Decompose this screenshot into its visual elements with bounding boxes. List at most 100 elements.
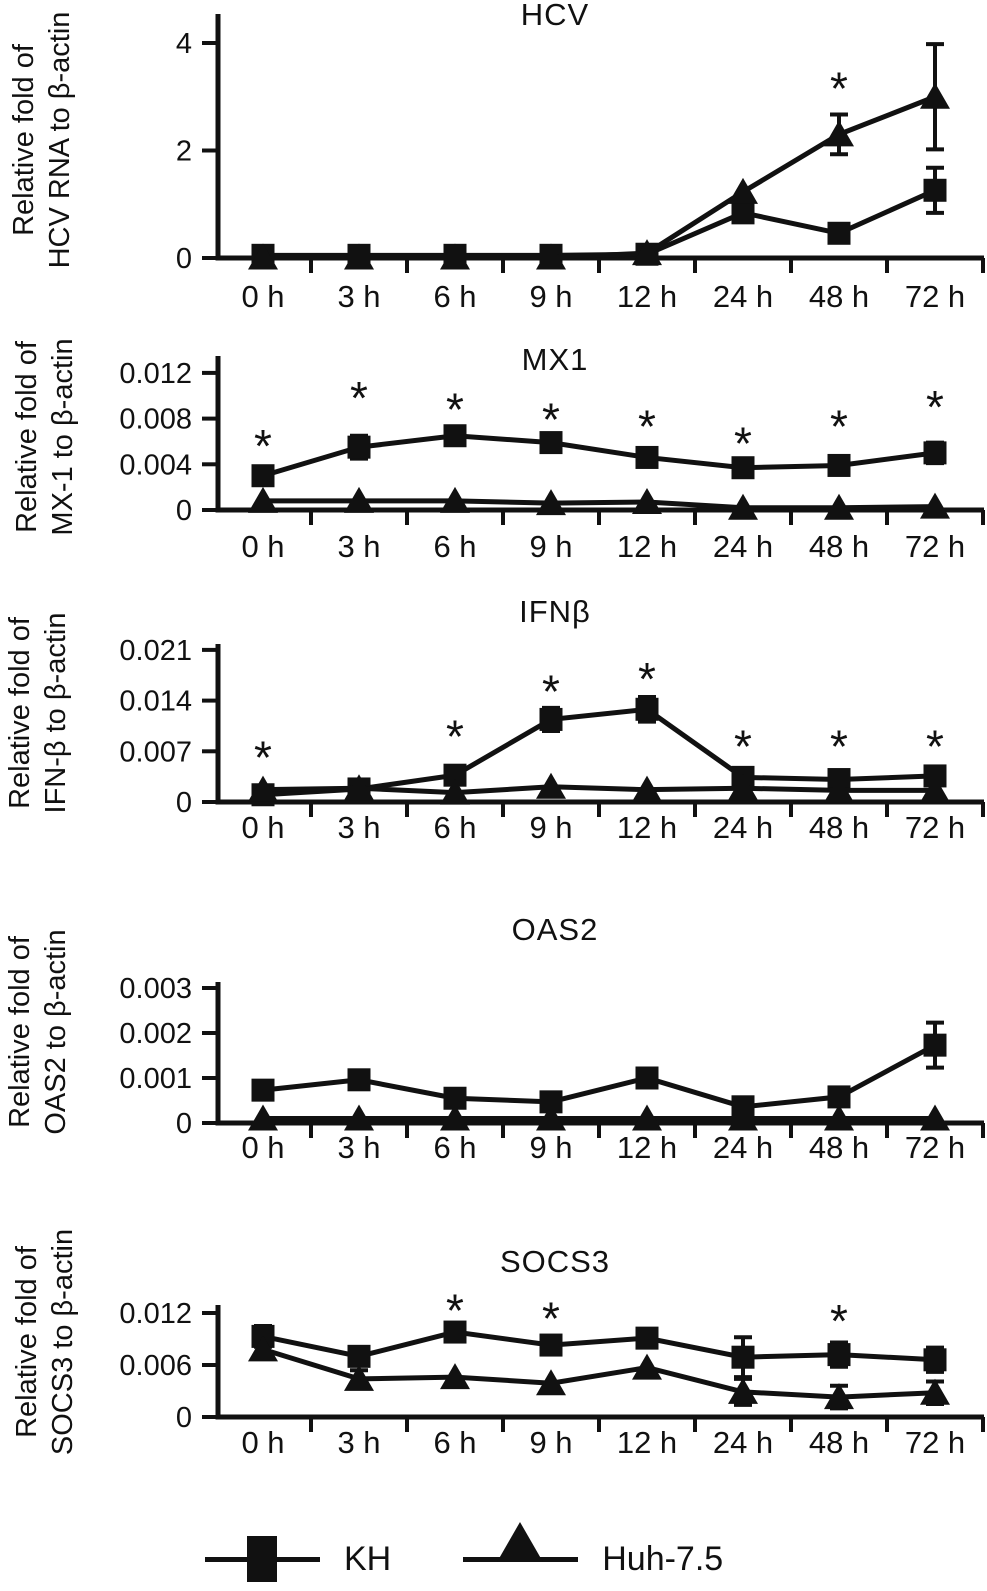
significance-asterisk: * (446, 383, 464, 435)
x-tick-label: 72 h (905, 1130, 965, 1165)
axis-lines (215, 982, 984, 1126)
axis-lines (215, 356, 984, 513)
square-marker (923, 1033, 947, 1057)
y-tick-label: 0.006 (119, 1350, 192, 1382)
chart-oas2: 0 0.001 0.002 0.003 0 h 3 h 6 h 9 h 12 h 24 h 48 h… (119, 973, 985, 1165)
triangle-marker (632, 1104, 662, 1131)
x-tick-label: 9 h (529, 1425, 572, 1460)
y-axis-label-line2: OAS2 to β-actin (40, 929, 72, 1135)
triangle-marker (248, 1104, 278, 1131)
x-tick-label: 6 h (433, 810, 476, 845)
significance-asterisk: * (638, 400, 656, 452)
triangle-marker (920, 492, 950, 519)
y-axis-label-line1: Relative fold of (11, 1246, 43, 1438)
chart-title-hcv: HCV (520, 0, 590, 32)
square-marker (443, 1320, 467, 1344)
y-tick-label: 0 (176, 787, 192, 819)
triangle-marker (728, 493, 758, 520)
triangle-marker (536, 1369, 566, 1396)
triangle-marker (440, 486, 470, 513)
square-marker (443, 1086, 467, 1110)
triangle-marker (344, 774, 374, 801)
legend-label-kh: KH (344, 1540, 392, 1578)
y-tick-label: 0.007 (119, 736, 192, 768)
x-tick-label: 9 h (529, 1130, 572, 1165)
x-tick-label: 48 h (809, 529, 869, 564)
y-axis-label-oas2: Relative fold of OAS2 to β-actin (2, 862, 74, 1202)
y-axis-label-ifnb: Relative fold of IFN-β to β-actin (2, 543, 74, 883)
square-marker (347, 1344, 371, 1368)
chart-title-mx1: MX1 (521, 342, 589, 377)
x-tick-label: 0 h (241, 279, 284, 314)
square-marker (635, 1066, 659, 1090)
significance-asterisk: * (734, 418, 752, 470)
y-tick-label: 0.012 (119, 358, 192, 390)
y-axis-label-line2: IFN-β to β-actin (40, 612, 72, 814)
chart-title-oas2: OAS2 (511, 912, 599, 947)
x-tick-label: 6 h (433, 1425, 476, 1460)
significance-asterisk: * (830, 1295, 848, 1347)
legend: KH Huh-7.5 (205, 1522, 723, 1582)
triangle-marker (536, 489, 566, 516)
legend-item-kh: KH (205, 1536, 392, 1582)
triangle-marker (248, 486, 278, 513)
x-tick-label: 48 h (809, 1425, 869, 1460)
triangle-marker (632, 775, 662, 802)
y-tick-label: 0 (176, 1108, 192, 1140)
x-tick-label: 48 h (809, 810, 869, 845)
y-axis-label-line1: Relative fold of (8, 44, 40, 236)
square-marker (443, 424, 467, 448)
square-marker (635, 1326, 659, 1350)
y-tick-label: 0.021 (119, 635, 192, 667)
triangle-marker (248, 775, 278, 802)
square-marker (347, 1068, 371, 1092)
x-tick-label: 24 h (713, 279, 773, 314)
x-tick-label: 3 h (337, 529, 380, 564)
series-line-huh-7.5 (263, 498, 936, 511)
x-tick-label: 72 h (905, 279, 965, 314)
triangle-marker (248, 243, 278, 270)
x-tick-label: 12 h (617, 529, 677, 564)
square-marker (923, 441, 947, 465)
x-tick-label: 3 h (337, 1425, 380, 1460)
x-tick-label: 72 h (905, 1425, 965, 1460)
series-line-kh (262, 1329, 936, 1363)
x-tick-label: 3 h (337, 279, 380, 314)
triangle-marker (728, 177, 758, 204)
triangle-marker (536, 772, 566, 799)
square-marker (731, 456, 755, 480)
square-marker (827, 453, 851, 477)
square-marker (923, 178, 947, 202)
triangle-marker (824, 120, 854, 147)
y-tick-label: 0.012 (119, 1298, 192, 1330)
triangle-marker (728, 774, 758, 801)
chart-hcv: 0 2 4 0 h 3 h 6 h 9 h 12 h 24 h 48 h 72 h * (176, 14, 985, 314)
x-tick-label: 12 h (617, 1425, 677, 1460)
x-tick-label: 3 h (337, 810, 380, 845)
triangle-marker (440, 243, 470, 270)
chart-title-ifnb: IFNβ (519, 594, 591, 629)
x-tick-label: 24 h (713, 1425, 773, 1460)
x-tick-label: 9 h (529, 810, 572, 845)
significance-asterisk: * (926, 721, 944, 773)
significance-asterisk: * (638, 653, 656, 705)
triangle-marker (824, 776, 854, 803)
y-axis-label-line2: HCV RNA to β-actin (44, 11, 76, 269)
y-tick-label: 2 (176, 136, 192, 168)
square-marker (923, 764, 947, 788)
chart-mx1: 0 0.004 0.008 0.012 0 h 3 h 6 h 9 h 12 h 24 h 48 h… (119, 356, 985, 564)
x-tick-label: 72 h (905, 810, 965, 845)
square-marker (539, 1090, 563, 1114)
x-tick-label: 72 h (905, 529, 965, 564)
y-axis-label-hcv: Relative fold of HCV RNA to β-actin (6, 0, 78, 310)
significance-asterisk: * (542, 394, 560, 446)
square-marker (635, 697, 659, 721)
x-tick-label: 9 h (529, 279, 572, 314)
x-tick-label: 12 h (617, 279, 677, 314)
y-tick-label: 0 (176, 495, 192, 527)
significance-asterisk: * (254, 731, 272, 783)
triangle-marker (440, 1363, 470, 1390)
x-tick-label: 24 h (713, 810, 773, 845)
significance-asterisk: * (350, 372, 368, 424)
